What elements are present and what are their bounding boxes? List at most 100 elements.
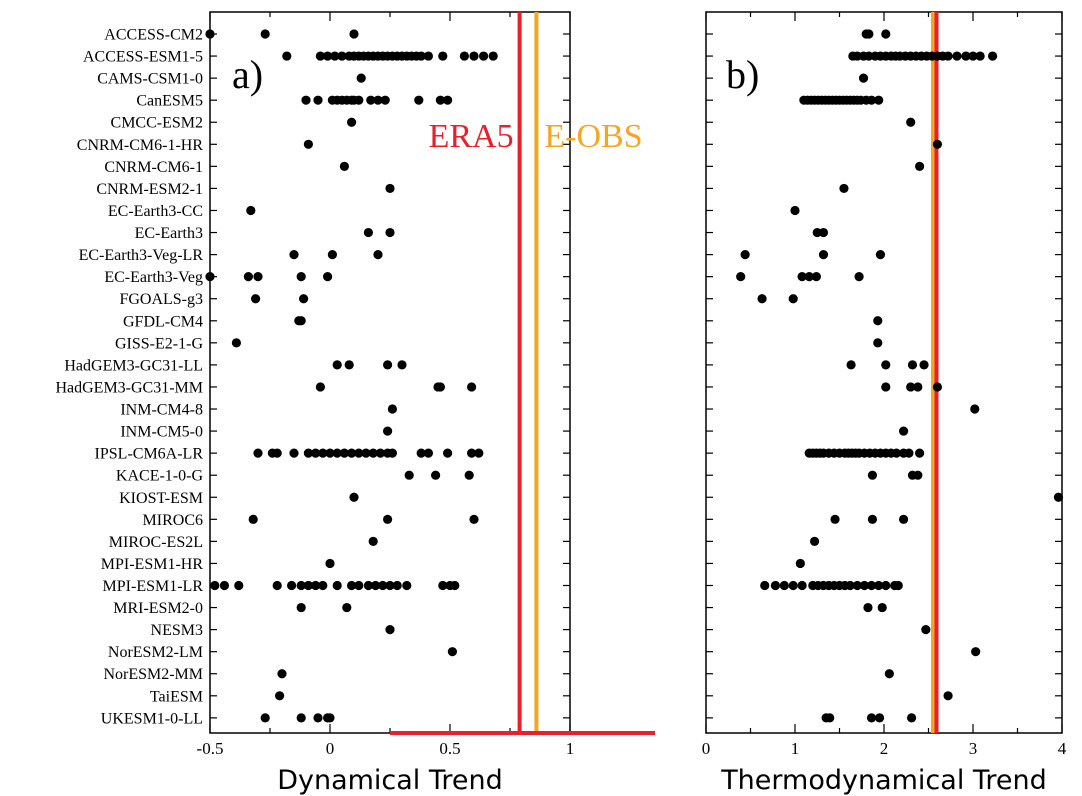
point-hadgem3-gc31-mm (467, 382, 477, 392)
point-ipsl-cm6a-lr (325, 448, 335, 458)
model-label-kiost-esm: KIOST-ESM (119, 490, 203, 507)
point-inm-cm4-8 (970, 404, 980, 414)
point-hadgem3-gc31-mm (881, 382, 891, 392)
point-ipsl-cm6a-lr (354, 448, 364, 458)
point-mpi-esm1-lr (788, 580, 798, 591)
point-kace-1-0-g (913, 470, 923, 480)
point-miroc-es2l (809, 536, 820, 546)
point-canesm5 (354, 95, 364, 105)
model-label-nesm3: NESM3 (151, 622, 203, 639)
point-access-esm1-5 (438, 51, 448, 61)
point-taiesm (943, 691, 953, 701)
point-access-esm1-5 (416, 51, 426, 61)
point-canesm5 (435, 95, 445, 105)
model-label-cmcc-esm2: CMCC-ESM2 (111, 115, 203, 132)
point-mpi-esm1-lr (210, 580, 220, 591)
point-ec-earth3-veg-lr (818, 250, 829, 260)
point-canesm5 (443, 95, 453, 105)
x-tick-label: 0 (326, 739, 335, 758)
x-tick-label: 0 (702, 739, 711, 758)
point-ipsl-cm6a-lr (347, 448, 357, 458)
point-mpi-esm1-lr (378, 580, 388, 591)
panel-b-label: b) (726, 52, 759, 97)
point-access-esm1-5 (459, 51, 469, 61)
point-hadgem3-gc31-mm (932, 382, 943, 392)
point-canesm5 (366, 95, 376, 105)
point-canesm5 (301, 95, 311, 105)
x-tick-label: 2 (880, 739, 889, 758)
point-mri-esm2-0 (342, 602, 352, 613)
point-mpi-esm1-lr (779, 580, 789, 591)
model-label-miroc6: MIROC6 (143, 512, 203, 529)
point-mpi-esm1-hr (795, 558, 805, 569)
panel-a-label: a) (232, 52, 263, 97)
point-nesm3 (385, 625, 395, 635)
point-ec-earth3-veg (243, 272, 253, 282)
point-mpi-esm1-lr (874, 580, 884, 591)
point-kace-1-0-g (404, 470, 414, 480)
point-mpi-esm1-lr (311, 580, 321, 591)
model-label-gfdl-cm4: GFDL-CM4 (123, 313, 203, 330)
point-ec-earth3 (385, 227, 395, 238)
ref-label-e-obs: E-OBS (544, 118, 642, 155)
point-access-esm1-5 (423, 51, 433, 61)
point-access-esm1-5 (469, 51, 479, 61)
point-mpi-esm1-lr (859, 580, 870, 591)
model-label-access-cm2: ACCESS-CM2 (104, 27, 203, 44)
point-mpi-esm1-lr (893, 580, 903, 591)
point-mpi-esm1-lr (272, 580, 282, 591)
point-ec-earth3 (363, 227, 373, 238)
point-giss-e2-1-g (873, 338, 883, 348)
point-hadgem3-gc31-mm (315, 382, 325, 392)
point-hadgem3-gc31-ll (919, 360, 929, 370)
point-ec-earth3-veg (253, 272, 263, 282)
point-cnrm-esm2-1 (385, 183, 395, 194)
point-mpi-esm1-lr (347, 580, 357, 591)
point-miroc-es2l (368, 536, 378, 546)
point-access-esm1-5 (968, 51, 978, 61)
panel-a-x-axis-label: Dynamical Trend (277, 765, 503, 796)
point-ipsl-cm6a-lr (311, 448, 321, 458)
point-ipsl-cm6a-lr (904, 448, 914, 458)
point-miroc6 (830, 514, 840, 524)
panel-b-reference-lines (930, 12, 939, 733)
point-ukesm1-0-ll (866, 713, 877, 723)
point-ec-earth3-cc (246, 205, 256, 216)
point-ec-earth3-veg (205, 272, 215, 282)
point-access-esm1-5 (337, 51, 347, 61)
point-inm-cm5-0 (383, 426, 393, 436)
model-label-kace-1-0-g: KACE-1-0-G (116, 468, 204, 485)
model-label-hadgem3-gc31-ll: HadGEM3-GC31-LL (64, 357, 203, 374)
point-ukesm1-0-ll (874, 713, 885, 723)
panel-a-reference-lines: ERA5 E-OBS (390, 12, 655, 735)
model-label-ec-earth3-cc: EC-Earth3-CC (108, 203, 203, 220)
point-ec-earth3-veg (854, 272, 864, 282)
point-gfdl-cm4 (296, 316, 306, 326)
point-miroc6 (469, 514, 479, 524)
point-ipsl-cm6a-lr (272, 448, 282, 458)
point-canesm5 (874, 95, 884, 105)
point-hadgem3-gc31-ll (383, 360, 393, 370)
model-label-canesm5: CanESM5 (136, 93, 203, 110)
x-tick-label: 4 (1058, 739, 1067, 758)
point-access-cm2 (260, 29, 270, 39)
point-access-cm2 (881, 29, 891, 39)
point-access-esm1-5 (488, 51, 498, 61)
point-mpi-esm1-lr (385, 580, 395, 591)
model-label-ukesm1-0-ll: UKESM1-0-LL (101, 710, 203, 727)
point-mri-esm2-0 (296, 602, 306, 613)
point-access-esm1-5 (987, 51, 998, 61)
point-ukesm1-0-ll (296, 713, 306, 723)
model-label-fgoals-g3: FGOALS-g3 (119, 291, 203, 308)
point-kace-1-0-g (867, 470, 878, 480)
point-hadgem3-gc31-ll (344, 360, 354, 370)
point-mpi-esm1-lr (363, 580, 373, 591)
point-mpi-esm1-lr (797, 580, 807, 591)
point-ec-earth3 (818, 227, 829, 238)
point-ukesm1-0-ll (313, 713, 323, 723)
point-cnrm-esm2-1 (839, 183, 849, 194)
point-hadgem3-gc31-ll (907, 360, 918, 370)
point-kace-1-0-g (431, 470, 441, 480)
point-fgoals-g3 (788, 294, 798, 304)
point-ec-earth3-veg (736, 272, 746, 282)
